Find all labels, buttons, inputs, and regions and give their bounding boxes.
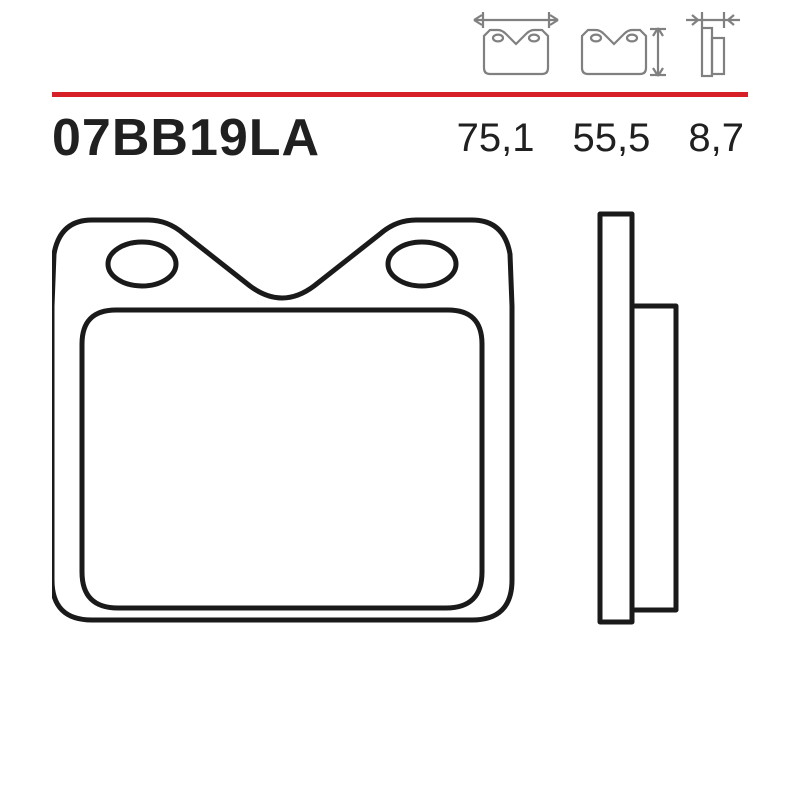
front-view [52, 220, 512, 620]
dimensions-group: 75,1 55,5 8,7 [457, 116, 744, 161]
height-indicator-icon [576, 8, 668, 84]
width-indicator-icon [468, 8, 564, 84]
dimension-width: 75,1 [457, 116, 535, 161]
spec-sheet: 07BB19LA 75,1 55,5 8,7 [0, 0, 800, 800]
accent-divider [52, 92, 748, 97]
side-view [600, 214, 676, 622]
dimension-thickness: 8,7 [688, 116, 744, 161]
dimension-icons-row [468, 8, 748, 84]
dimension-height: 55,5 [573, 116, 651, 161]
technical-drawing [52, 210, 748, 780]
thickness-indicator-icon [680, 8, 748, 84]
spec-row: 07BB19LA 75,1 55,5 8,7 [52, 108, 748, 168]
part-number: 07BB19LA [52, 108, 457, 168]
